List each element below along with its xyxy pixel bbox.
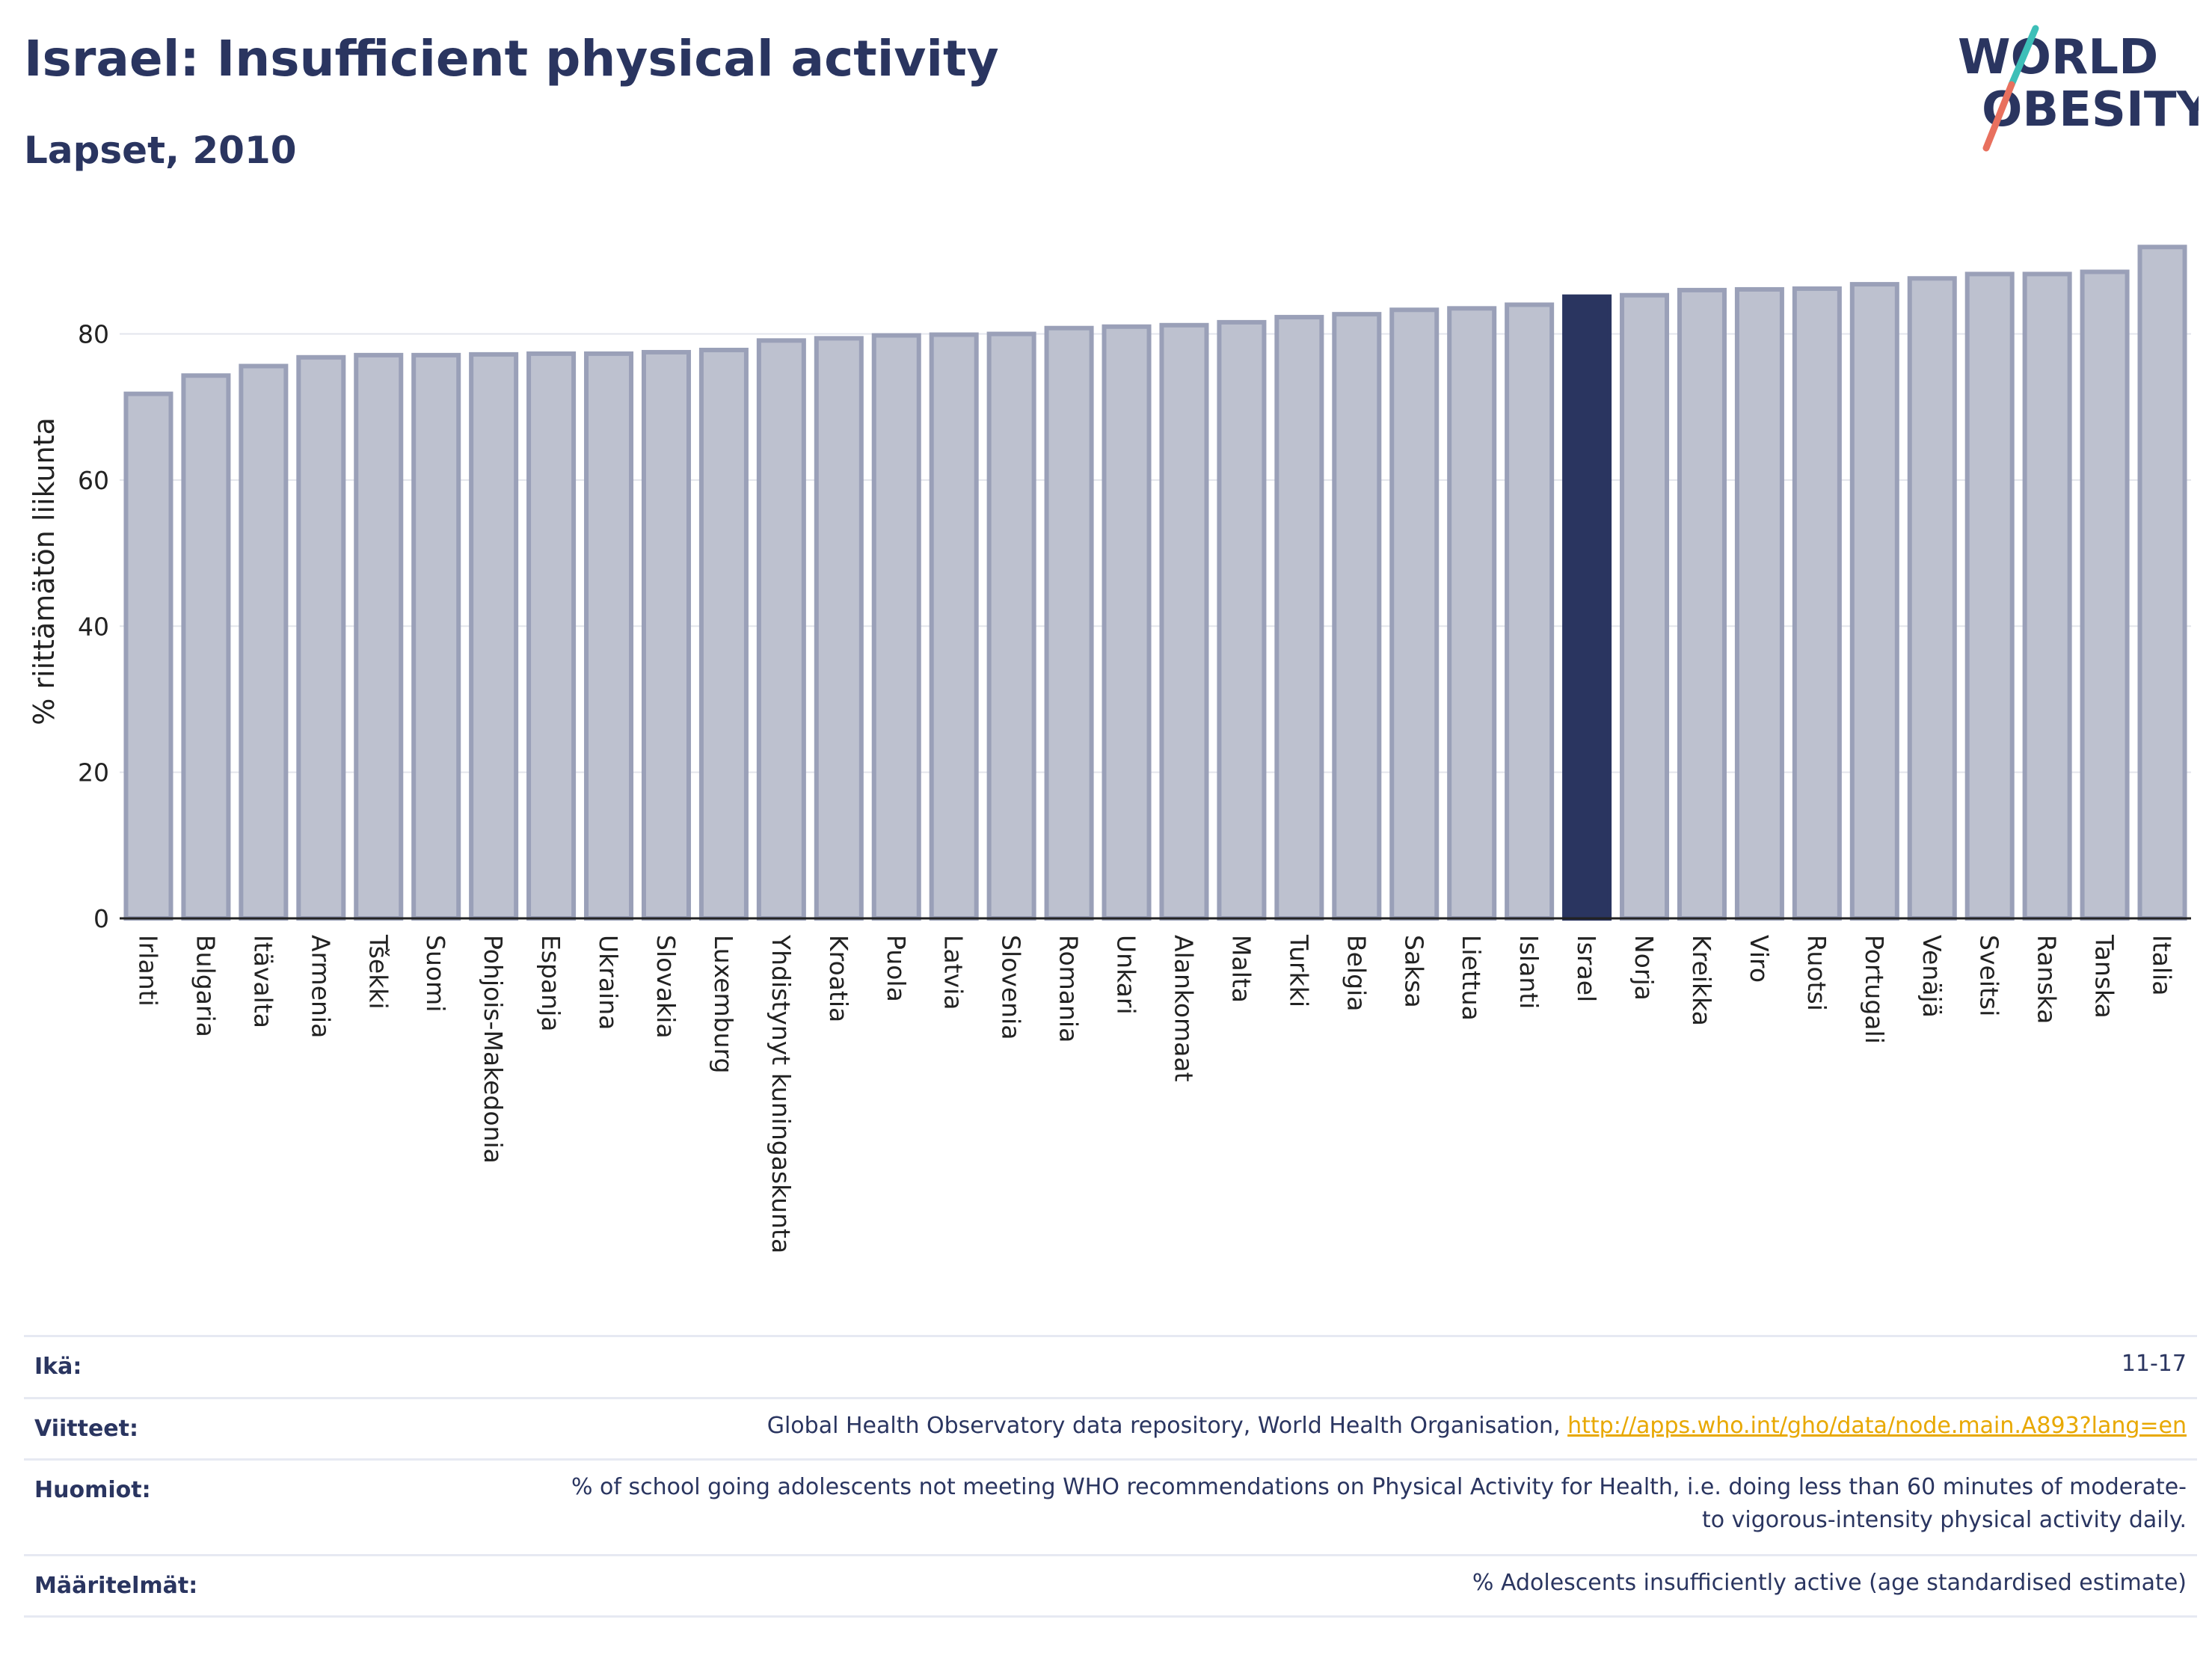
meta-value: 11-17 xyxy=(2121,1351,2187,1377)
x-tick-label: Portugali xyxy=(1860,935,1889,1044)
bar xyxy=(1562,294,1612,921)
bar xyxy=(469,351,519,921)
x-tick-label: Israel xyxy=(1572,935,1601,1002)
x-tick-label: Venäjä xyxy=(1917,935,1947,1018)
bar xyxy=(1734,286,1784,921)
bar xyxy=(1677,287,1727,921)
x-tick-label: Tanska xyxy=(2090,934,2119,1019)
bar xyxy=(526,351,577,921)
bar xyxy=(1849,282,1899,921)
x-tick-label: Romania xyxy=(1054,935,1084,1043)
meta-row: Huomiot: % of school going adolescents no… xyxy=(24,1458,2197,1556)
x-tick-label: Viro xyxy=(1745,935,1774,983)
bar xyxy=(1332,312,1382,921)
bar xyxy=(1505,302,1555,921)
x-tick-label: Ranska xyxy=(2033,935,2062,1024)
y-tick-label: 40 xyxy=(78,612,109,641)
bar-chart: 0 20 40 60 80 % riittämätön liikunta Irlanti Bu… xyxy=(28,245,2191,1253)
bar xyxy=(239,363,289,921)
x-tick-label: Alankomaat xyxy=(1169,935,1198,1082)
x-tick-label: Suomi xyxy=(421,935,450,1012)
bar xyxy=(1447,306,1497,921)
bar xyxy=(641,349,691,921)
x-tick-label: Irlanti xyxy=(133,935,162,1007)
x-tick-label: Espanja xyxy=(536,935,565,1032)
meta-value: % Adolescents insufficiently active (age… xyxy=(1472,1570,2187,1596)
y-tick-label: 80 xyxy=(78,320,109,349)
x-tick-label: Sveitsi xyxy=(1975,935,2004,1016)
x-tick-label: Italia xyxy=(2148,935,2177,995)
bar xyxy=(1044,325,1094,921)
bar xyxy=(1159,322,1209,921)
source-link[interactable]: http://apps.who.int/gho/data/node.main.A… xyxy=(1567,1413,2187,1439)
bar xyxy=(123,391,173,921)
y-tick-label: 20 xyxy=(78,758,109,787)
x-tick-label: Ruotsi xyxy=(1802,935,1831,1011)
y-tick-label: 60 xyxy=(78,466,109,495)
x-tick-label: Norja xyxy=(1629,935,1659,1001)
meta-key: Viitteet: xyxy=(34,1416,138,1442)
svg-text:OBESITY: OBESITY xyxy=(1982,82,2199,138)
world-obesity-logo: WORLD OBESITY xyxy=(1958,25,2199,152)
bar xyxy=(296,354,346,921)
x-tick-label: Armenia xyxy=(306,935,335,1038)
bar xyxy=(1389,307,1440,921)
x-tick-label: Saksa xyxy=(1399,935,1428,1008)
meta-key: Huomiot: xyxy=(34,1477,151,1503)
bar xyxy=(2137,245,2187,921)
x-tick-label: Malta xyxy=(1226,935,1256,1003)
meta-value: % of school going adolescents not meetin… xyxy=(571,1474,2187,1533)
x-tick-label: Ukraina xyxy=(594,935,623,1030)
svg-text:WORLD: WORLD xyxy=(1958,30,2158,85)
page-title: Israel: Insufficient physical activity xyxy=(24,30,999,87)
bar xyxy=(814,336,864,921)
bar xyxy=(1620,292,1670,921)
bar xyxy=(1274,315,1324,921)
meta-bottom-border xyxy=(24,1615,2197,1618)
page-subtitle: Lapset, 2010 xyxy=(24,129,297,172)
x-tick-label: Itävalta xyxy=(248,935,277,1028)
x-tick-label: Bulgaria xyxy=(191,935,220,1037)
x-tick-label: Pohjois-Makedonia xyxy=(479,935,508,1164)
bar xyxy=(986,331,1036,921)
x-tick-label: Latvia xyxy=(939,935,968,1010)
x-tick-label: Islanti xyxy=(1514,935,1543,1009)
bar xyxy=(2080,269,2130,921)
meta-key: Määritelmät: xyxy=(34,1573,198,1599)
bar xyxy=(584,351,634,921)
x-tick-label: Liettua xyxy=(1457,935,1486,1021)
x-tick-label: Puola xyxy=(882,935,911,1002)
x-tick-label: Turkki xyxy=(1284,934,1313,1007)
bar xyxy=(2022,271,2072,921)
x-tick-label: Slovakia xyxy=(651,935,681,1039)
bar xyxy=(1792,286,1842,921)
x-tick-label: Tšekki xyxy=(363,934,393,1010)
bar xyxy=(1964,271,2015,921)
x-tick-label: Unkari xyxy=(1112,935,1141,1015)
meta-key: Ikä: xyxy=(34,1354,82,1380)
x-tick-label: Kreikka xyxy=(1687,935,1716,1026)
bar xyxy=(1907,276,1957,921)
meta-value: Global Health Observatory data repositor… xyxy=(766,1413,2187,1439)
y-axis-label: % riittämätön liikunta xyxy=(28,417,61,725)
x-tick-label: Kroatia xyxy=(824,935,853,1022)
bar xyxy=(929,332,979,921)
x-tick-label: Belgia xyxy=(1342,935,1371,1011)
bar xyxy=(1102,324,1152,921)
bar xyxy=(871,333,921,921)
x-tick-label: Slovenia xyxy=(997,935,1026,1040)
bar xyxy=(756,338,806,921)
bar xyxy=(354,352,404,921)
y-tick-label: 0 xyxy=(93,904,109,933)
x-tick-label: Luxemburg xyxy=(709,935,738,1073)
bar xyxy=(698,348,749,921)
meta-row: Ikä: 11-17 xyxy=(24,1335,2197,1399)
bar xyxy=(181,373,231,921)
meta-row: Viitteet: Global Health Observatory data … xyxy=(24,1397,2197,1461)
x-tick-label: Yhdistynyt kuningaskunta xyxy=(766,934,796,1253)
bar xyxy=(1217,319,1267,921)
meta-row: Määritelmät: % Adolescents insufficiently… xyxy=(24,1554,2197,1618)
bar xyxy=(411,352,461,921)
